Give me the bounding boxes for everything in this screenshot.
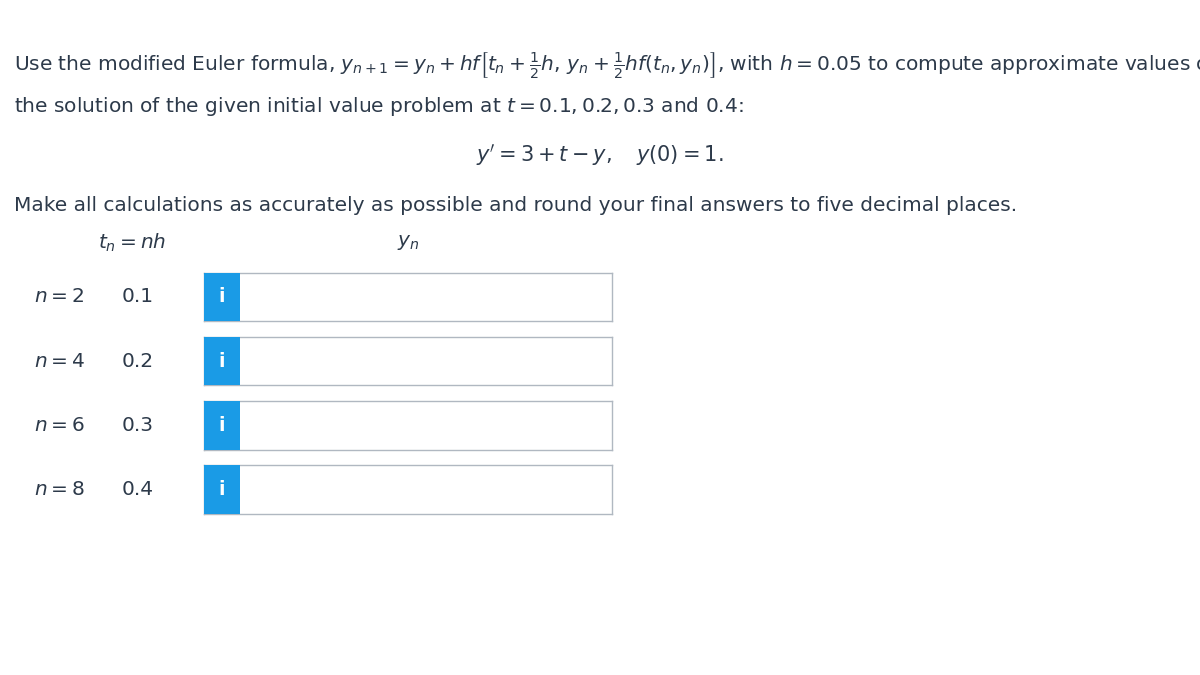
Text: $n = 8$: $n = 8$ (34, 480, 84, 499)
Text: $t_n = nh$: $t_n = nh$ (98, 232, 167, 254)
Text: 0.2: 0.2 (122, 352, 154, 371)
Text: i: i (218, 288, 226, 306)
Bar (204, 273, 240, 321)
Text: Make all calculations as accurately as possible and round your final answers to : Make all calculations as accurately as p… (14, 196, 1018, 215)
Text: $n = 4$: $n = 4$ (34, 352, 85, 371)
Bar (204, 401, 240, 450)
Text: Use the modified Euler formula, $y_{n+1} = y_n + hf\left[t_n + \frac{1}{2}h,\, y: Use the modified Euler formula, $y_{n+1}… (14, 51, 1200, 81)
Text: i: i (218, 416, 226, 435)
Text: $n = 2$: $n = 2$ (34, 288, 84, 306)
Text: $y' = 3 + t - y, \quad y(0) = 1.$: $y' = 3 + t - y, \quad y(0) = 1.$ (476, 142, 724, 168)
Text: i: i (218, 480, 226, 499)
Text: 0.1: 0.1 (122, 288, 154, 306)
Text: i: i (218, 352, 226, 371)
Text: 0.4: 0.4 (122, 480, 154, 499)
Bar (204, 337, 240, 385)
Bar (204, 465, 240, 514)
Text: $y_n$: $y_n$ (397, 234, 419, 252)
Text: the solution of the given initial value problem at $t = 0.1, 0.2, 0.3$ and $0.4$: the solution of the given initial value … (14, 95, 744, 117)
Text: $n = 6$: $n = 6$ (34, 416, 84, 435)
Text: 0.3: 0.3 (122, 416, 154, 435)
